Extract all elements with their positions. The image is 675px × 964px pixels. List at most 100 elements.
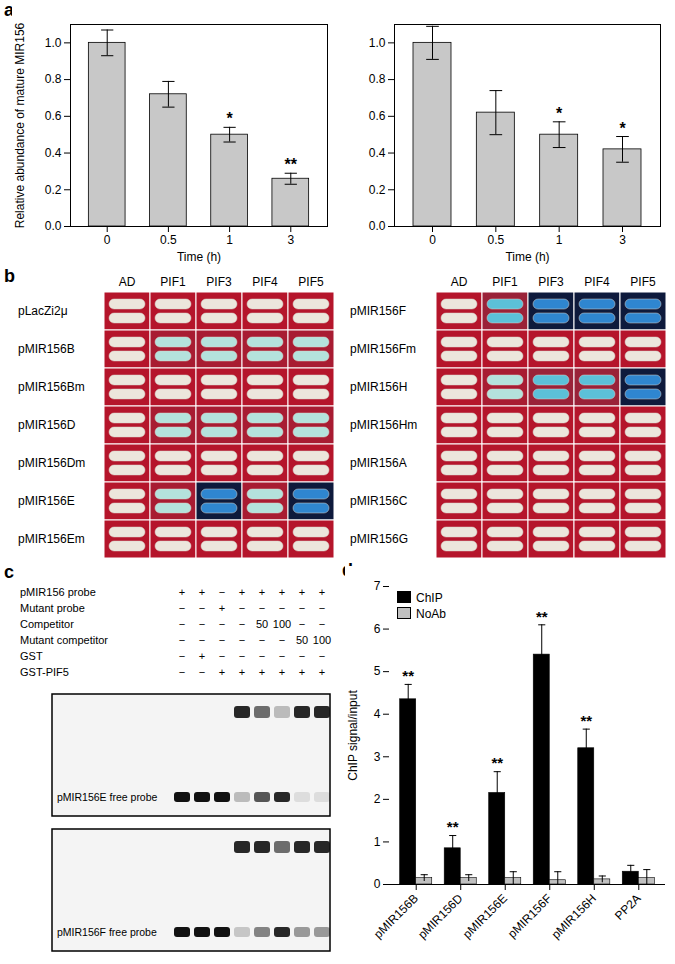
svg-text:−: − bbox=[299, 650, 305, 662]
svg-text:Competitor: Competitor bbox=[20, 618, 74, 630]
svg-text:−: − bbox=[319, 602, 325, 614]
svg-text:−: − bbox=[179, 666, 185, 678]
svg-text:−: − bbox=[239, 634, 245, 646]
svg-text:pMIR156Em: pMIR156Em bbox=[18, 532, 85, 546]
svg-text:1: 1 bbox=[374, 835, 381, 849]
svg-text:−: − bbox=[199, 618, 205, 630]
svg-text:Relative abundance of mature M: Relative abundance of mature MIR156 bbox=[13, 22, 27, 228]
svg-text:0.8: 0.8 bbox=[369, 72, 386, 86]
svg-text:Time (h): Time (h) bbox=[177, 250, 221, 264]
svg-text:−: − bbox=[219, 634, 225, 646]
svg-text:+: + bbox=[279, 586, 285, 598]
svg-text:1: 1 bbox=[556, 233, 563, 247]
svg-text:pMIR156F free probe: pMIR156F free probe bbox=[57, 926, 157, 938]
svg-text:+: + bbox=[219, 666, 225, 678]
svg-text:+: + bbox=[199, 586, 205, 598]
svg-text:−: − bbox=[219, 650, 225, 662]
svg-text:−: − bbox=[279, 650, 285, 662]
svg-text:pLacZi2μ: pLacZi2μ bbox=[18, 304, 68, 318]
svg-text:0.2: 0.2 bbox=[45, 183, 62, 197]
svg-text:Mutant probe: Mutant probe bbox=[20, 602, 85, 614]
svg-text:AD: AD bbox=[451, 275, 468, 289]
svg-text:*: * bbox=[226, 110, 233, 127]
svg-text:pMIR156C: pMIR156C bbox=[350, 494, 408, 508]
svg-text:0.5: 0.5 bbox=[487, 233, 504, 247]
svg-text:pMIR156Hm: pMIR156Hm bbox=[350, 418, 417, 432]
svg-text:−: − bbox=[199, 602, 205, 614]
svg-text:pMIR156A: pMIR156A bbox=[350, 456, 407, 470]
svg-text:−: − bbox=[299, 602, 305, 614]
svg-text:PIF1: PIF1 bbox=[160, 275, 186, 289]
svg-text:**: ** bbox=[285, 156, 298, 173]
svg-text:−: − bbox=[199, 634, 205, 646]
svg-text:Mutant competitor: Mutant competitor bbox=[20, 634, 108, 646]
svg-text:0.4: 0.4 bbox=[45, 146, 62, 160]
svg-text:1.0: 1.0 bbox=[369, 36, 386, 50]
svg-text:PIF4: PIF4 bbox=[584, 275, 610, 289]
svg-text:+: + bbox=[319, 666, 325, 678]
svg-text:−: − bbox=[239, 618, 245, 630]
svg-text:pMIR156D: pMIR156D bbox=[415, 891, 466, 942]
svg-text:2: 2 bbox=[374, 792, 381, 806]
svg-text:−: − bbox=[319, 618, 325, 630]
svg-text:ChIP signal/input: ChIP signal/input bbox=[346, 690, 360, 781]
svg-text:+: + bbox=[279, 666, 285, 678]
svg-text:−: − bbox=[239, 650, 245, 662]
svg-text:−: − bbox=[179, 618, 185, 630]
svg-text:+: + bbox=[299, 586, 305, 598]
svg-text:0.8: 0.8 bbox=[45, 72, 62, 86]
svg-text:*: * bbox=[556, 105, 563, 122]
svg-text:−: − bbox=[199, 666, 205, 678]
svg-text:−: − bbox=[179, 634, 185, 646]
svg-text:PIF3: PIF3 bbox=[206, 275, 232, 289]
svg-text:−: − bbox=[179, 602, 185, 614]
svg-text:+: + bbox=[239, 666, 245, 678]
svg-text:+: + bbox=[299, 666, 305, 678]
svg-text:*: * bbox=[619, 120, 626, 137]
svg-text:c: c bbox=[4, 562, 14, 582]
svg-text:−: − bbox=[279, 602, 285, 614]
svg-text:pMIR156 probe: pMIR156 probe bbox=[20, 586, 96, 598]
svg-text:pMIR156F: pMIR156F bbox=[350, 304, 406, 318]
svg-text:PP2A: PP2A bbox=[612, 891, 644, 923]
svg-text:−: − bbox=[259, 634, 265, 646]
svg-text:Time (h): Time (h) bbox=[505, 250, 549, 264]
svg-text:+: + bbox=[259, 586, 265, 598]
svg-text:+: + bbox=[179, 586, 185, 598]
svg-text:1.0: 1.0 bbox=[45, 36, 62, 50]
svg-text:pMIR156H: pMIR156H bbox=[350, 380, 407, 394]
svg-text:pMIR156D: pMIR156D bbox=[18, 418, 76, 432]
svg-text:+: + bbox=[259, 666, 265, 678]
svg-text:0.4: 0.4 bbox=[369, 146, 386, 160]
svg-text:**: ** bbox=[402, 667, 414, 684]
svg-text:pMIR156E: pMIR156E bbox=[18, 494, 75, 508]
svg-text:AD: AD bbox=[119, 275, 136, 289]
svg-text:−: − bbox=[279, 634, 285, 646]
svg-text:0.0: 0.0 bbox=[369, 219, 386, 233]
svg-text:pMIR156E: pMIR156E bbox=[460, 891, 510, 941]
svg-text:pMIR156B: pMIR156B bbox=[371, 891, 421, 941]
svg-text:pMIR156B: pMIR156B bbox=[18, 342, 75, 356]
svg-text:PIF5: PIF5 bbox=[298, 275, 324, 289]
svg-text:pMIR156H: pMIR156H bbox=[549, 891, 599, 941]
svg-text:PIF5: PIF5 bbox=[630, 275, 656, 289]
svg-text:5: 5 bbox=[374, 664, 381, 678]
svg-text:0.6: 0.6 bbox=[45, 109, 62, 123]
svg-text:0.6: 0.6 bbox=[369, 109, 386, 123]
svg-text:pMIR156E free probe: pMIR156E free probe bbox=[57, 791, 158, 803]
svg-text:−: − bbox=[319, 650, 325, 662]
svg-text:+: + bbox=[219, 602, 225, 614]
svg-text:−: − bbox=[299, 618, 305, 630]
svg-text:+: + bbox=[239, 586, 245, 598]
svg-text:3: 3 bbox=[287, 233, 294, 247]
svg-text:3: 3 bbox=[619, 233, 626, 247]
svg-text:100: 100 bbox=[313, 634, 331, 646]
svg-text:**: ** bbox=[491, 754, 503, 771]
svg-text:−: − bbox=[259, 650, 265, 662]
svg-text:pMIR156Fm: pMIR156Fm bbox=[350, 342, 416, 356]
svg-text:7: 7 bbox=[374, 579, 381, 593]
svg-text:0.5: 0.5 bbox=[160, 233, 177, 247]
svg-text:GST-PIF5: GST-PIF5 bbox=[20, 666, 69, 678]
svg-text:GST: GST bbox=[20, 650, 43, 662]
svg-text:6: 6 bbox=[374, 622, 381, 636]
